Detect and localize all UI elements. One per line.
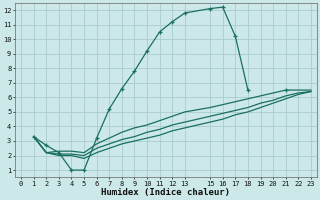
X-axis label: Humidex (Indice chaleur): Humidex (Indice chaleur) — [101, 188, 230, 197]
